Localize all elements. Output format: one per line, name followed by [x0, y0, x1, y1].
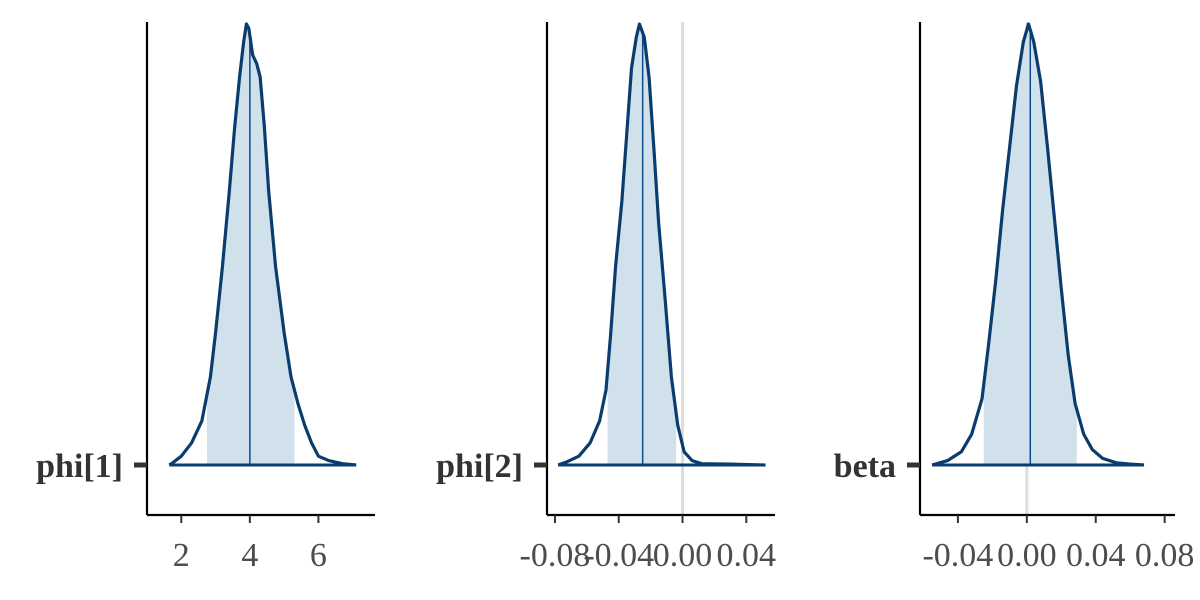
x-tick-label: 6: [310, 537, 327, 574]
x-tick-label: 0.04: [717, 537, 777, 574]
x-tick-label: -0.04: [583, 537, 654, 574]
y-tick-label: phi[1]: [36, 448, 123, 485]
y-tick-label: phi[2]: [436, 448, 523, 485]
x-tick-label: 2: [173, 537, 190, 574]
interval-shading: [207, 24, 295, 465]
panel-1: phi[1] 2 4 6: [36, 22, 375, 574]
x-tick-label: 0.04: [1066, 537, 1126, 574]
interval-shading: [607, 24, 677, 465]
x-tick-label: 0.00: [653, 537, 713, 574]
x-tick-label: -0.08: [520, 537, 591, 574]
panel-2: phi[2] -0.08-0.040.00 0.04: [436, 22, 776, 574]
density-curve: [931, 22, 1145, 467]
panel-3: beta -0.04 0.00 0.04 0.08: [834, 22, 1195, 574]
density-curve: [557, 22, 766, 467]
density-curve: [168, 22, 357, 467]
x-tick-label: 0.00: [997, 537, 1057, 574]
x-tick-label: 0.08: [1135, 537, 1195, 574]
x-tick-label: -0.04: [922, 537, 993, 574]
x-tick-label: 4: [241, 537, 258, 574]
y-tick-label: beta: [834, 448, 896, 485]
